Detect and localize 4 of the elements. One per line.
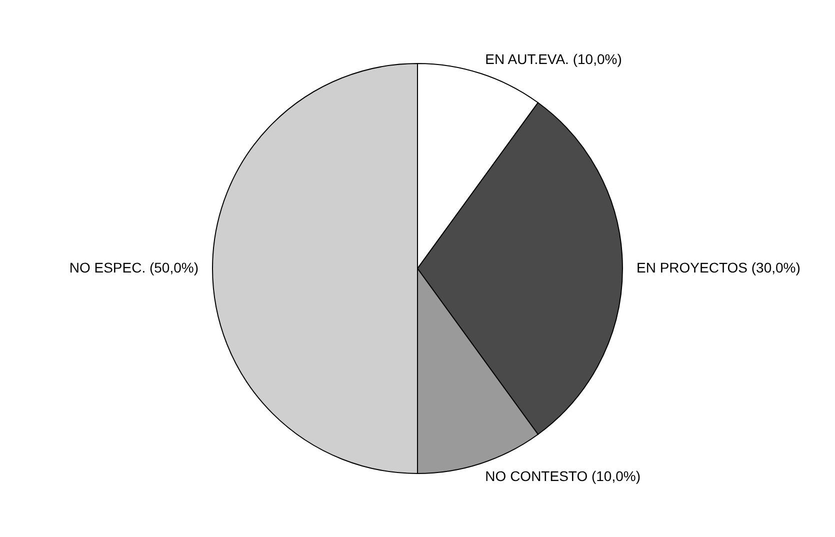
slice-label: EN AUT.EVA. (10,0%) [485, 51, 622, 68]
slice-label: NO CONTESTO (10,0%) [485, 468, 641, 484]
slice-label: EN PROYECTOS (30,0%) [636, 260, 800, 276]
slice-label: NO ESPEC. (50,0%) [69, 260, 198, 276]
